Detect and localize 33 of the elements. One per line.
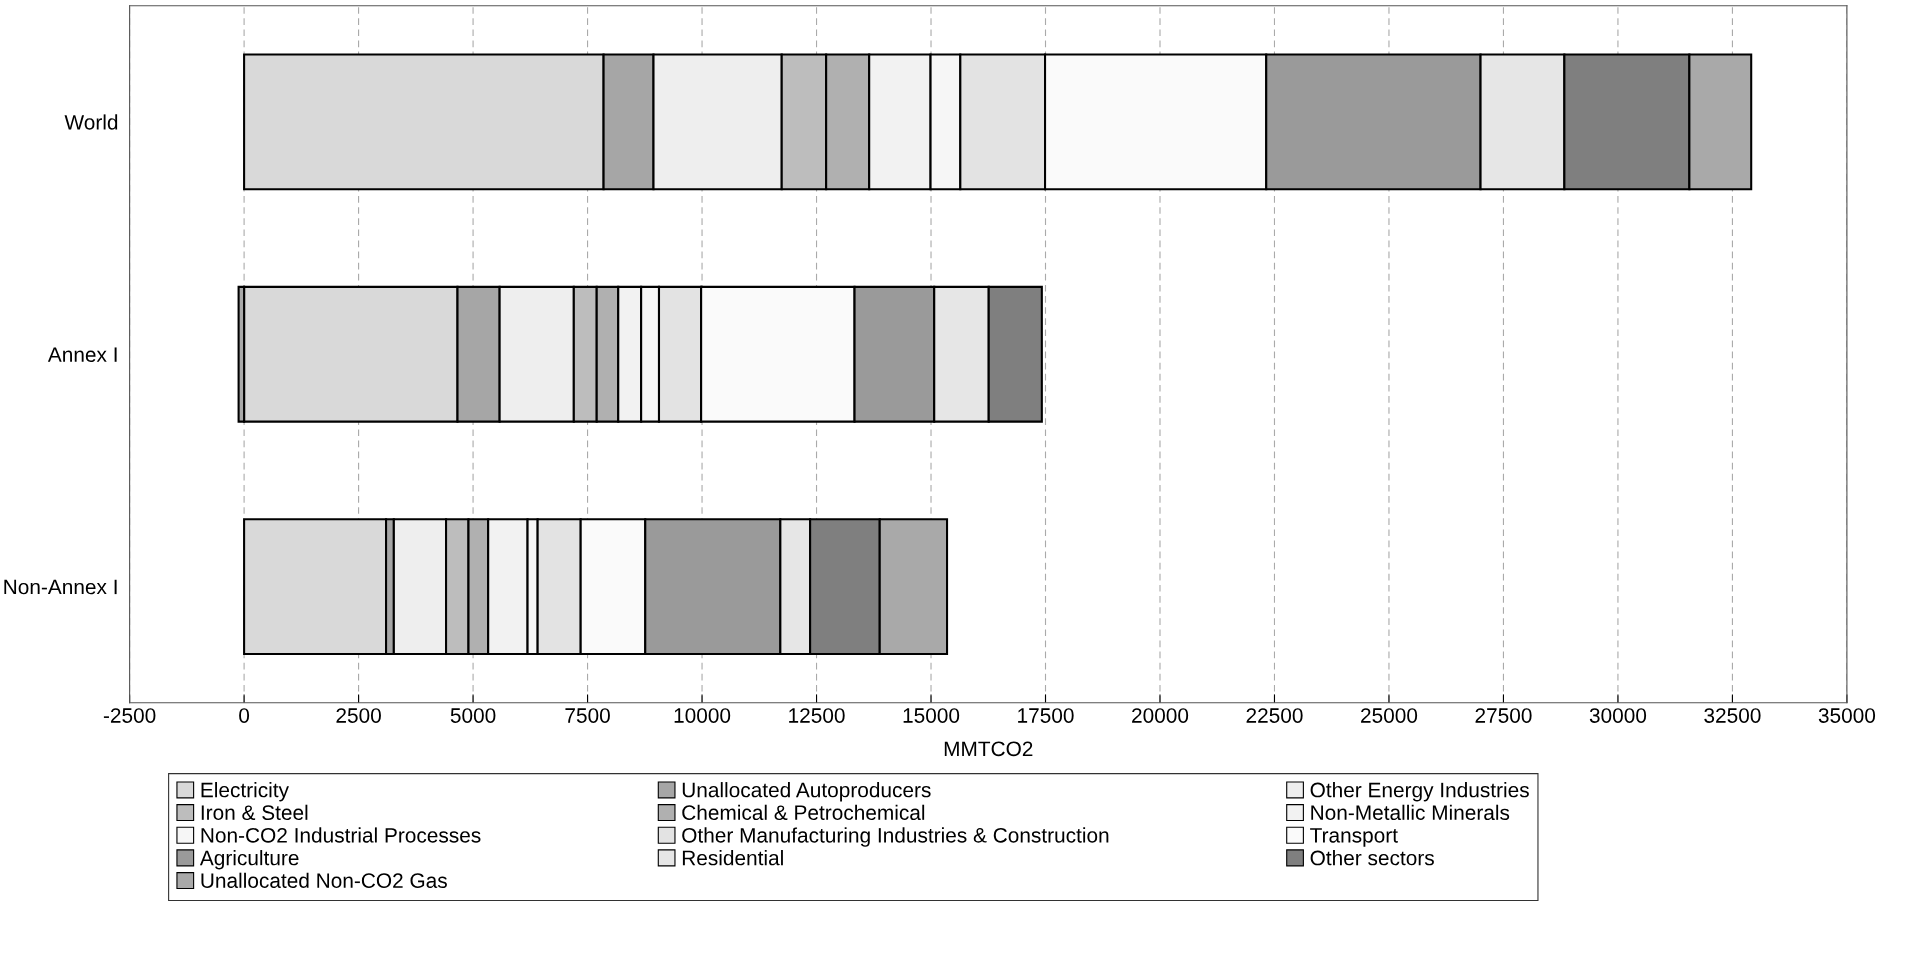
x-tick-label: 15000 — [903, 708, 960, 723]
x-tick-label: 5000 — [450, 708, 496, 723]
x-tick-label: 20000 — [1132, 708, 1189, 723]
x-tick-label: 35000 — [1818, 708, 1876, 723]
legend-label: Other Manufacturing Industries & Construction — [682, 827, 1109, 847]
x-tick-label: 25000 — [1361, 708, 1418, 723]
x-tick-label: 17500 — [1018, 708, 1074, 723]
y-tick-label: World — [64, 114, 118, 130]
x-tick-label: 30000 — [1589, 708, 1647, 723]
legend-label: Other sectors — [1310, 850, 1434, 866]
legend-label: Electricity — [201, 782, 289, 802]
x-axis-title: MMTCO2 — [944, 741, 1033, 757]
legend-label: Other Energy Industries — [1310, 782, 1529, 802]
legend-label: Non-Metallic Minerals — [1311, 804, 1510, 821]
x-tick-label: 2500 — [336, 708, 381, 723]
legend-label: Agriculture — [199, 850, 299, 870]
legend-label: Chemical & Petrochemical — [682, 804, 925, 821]
legend-label: Residential — [682, 850, 783, 866]
x-tick-label: 12500 — [789, 708, 845, 723]
x-tick-label: 10000 — [674, 708, 731, 723]
legend-label: Iron & Steel — [201, 804, 308, 821]
x-tick-label: 0 — [239, 708, 250, 723]
x-tick-label: 7500 — [565, 708, 610, 723]
legend-label: Unallocated Autoproducers — [682, 782, 931, 802]
x-tick-label: -2500 — [103, 708, 156, 723]
legend-label: Non-CO2 Industrial Processes — [201, 827, 481, 843]
legend-label: Transport — [1310, 828, 1398, 847]
x-tick-label: 32500 — [1704, 708, 1761, 723]
x-tick-label: 22500 — [1246, 708, 1303, 723]
legend-label: Unallocated Non-CO2 Gas — [201, 872, 447, 888]
x-tick-label: 27500 — [1475, 708, 1532, 723]
y-tick-label: Non-Annex I — [4, 579, 117, 595]
y-tick-label: Annex I — [47, 347, 117, 362]
